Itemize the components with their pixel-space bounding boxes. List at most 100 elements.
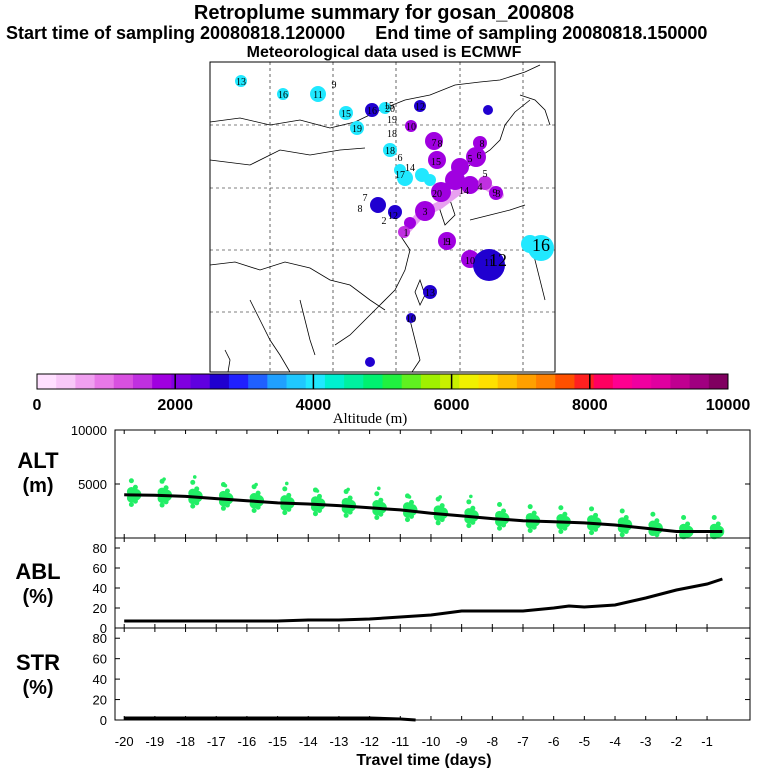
particle-dot	[593, 512, 599, 518]
particle-dot	[192, 475, 197, 479]
particle-dot	[408, 499, 414, 505]
panel-ylabel: STR	[16, 650, 60, 675]
map-day-label: 12	[415, 102, 425, 113]
particle-dot	[466, 523, 472, 529]
colorbar-cell	[632, 374, 652, 389]
particle-dot	[378, 497, 384, 503]
particle-dot	[282, 510, 288, 516]
particle-dot	[650, 511, 656, 517]
colorbar-cell	[459, 374, 479, 389]
map-day-label: 5	[483, 169, 488, 180]
colorbar-cell	[305, 374, 326, 389]
particle-marker	[350, 121, 364, 135]
map-particle-markers	[235, 75, 554, 367]
particle-dot	[439, 503, 445, 509]
map-coastlines	[209, 64, 551, 373]
map-day-label: 15	[341, 109, 351, 120]
altitude-mean-line	[124, 493, 723, 533]
x-tick-label: -13	[330, 734, 349, 749]
panel-abl: 0 20 40 60 80 ABL(%)	[15, 537, 751, 636]
map-day-label: 1	[404, 228, 409, 239]
particle-marker	[397, 170, 413, 186]
x-tick-label: -19	[145, 734, 164, 749]
particle-dot	[715, 521, 721, 527]
x-tick-label: -15	[268, 734, 287, 749]
particle-dot	[501, 508, 507, 514]
particle-marker	[423, 285, 437, 299]
particle-dot	[128, 478, 134, 484]
colorbar-cell	[132, 374, 153, 389]
map-day-label: 10	[406, 122, 416, 133]
map-day-label: 17	[395, 170, 405, 181]
x-tick-label: -4	[609, 734, 621, 749]
panel-yunit: (m)	[22, 475, 53, 497]
y-tick-label: 60	[93, 652, 107, 667]
particle-dot	[470, 505, 476, 511]
colorbar-label: Altitude (m)	[333, 411, 408, 427]
panel-frame	[114, 627, 751, 721]
particle-dot	[685, 521, 691, 527]
particle-marker	[478, 176, 492, 190]
particle-dot	[497, 525, 503, 531]
colorbar-cell	[190, 374, 211, 389]
particle-dot	[163, 485, 169, 491]
particle-dot	[681, 514, 687, 520]
colorbar-tick-label: 2000	[157, 397, 193, 414]
particle-dot	[190, 503, 196, 509]
start-time: Start time of sampling 20080818.120000	[6, 23, 346, 43]
particle-dot	[132, 484, 138, 490]
colorbar-cell	[478, 374, 499, 389]
colorbar-cell	[37, 374, 57, 389]
map-day-label: 14	[405, 163, 415, 174]
particle-dot	[316, 493, 322, 499]
particle-marker	[406, 313, 416, 323]
particle-dot	[223, 483, 228, 488]
colorbar-cell	[228, 374, 249, 389]
map-day-label: 18	[387, 129, 397, 140]
particle-dot	[623, 514, 629, 520]
colorbar-cell	[75, 374, 95, 389]
x-tick-label: -9	[456, 734, 468, 749]
map-day-label: 18	[385, 146, 395, 157]
colorbar-cell	[344, 374, 364, 389]
colorbar-cell	[497, 374, 518, 389]
y-tick-label: 80	[93, 631, 107, 646]
x-tick-label: -14	[299, 734, 318, 749]
map-day-label: 7	[363, 193, 368, 204]
colorbar-cell	[708, 374, 729, 389]
colorbar-cell	[267, 374, 287, 389]
particle-dot	[531, 510, 537, 516]
colorbar-cell	[94, 374, 115, 389]
colorbar-cell	[113, 374, 134, 389]
map-day-label: 9	[493, 188, 498, 199]
particle-dot	[404, 517, 410, 523]
map-day-label: 11	[313, 90, 323, 101]
colorbar-cell	[248, 374, 268, 389]
particle-marker	[415, 201, 435, 221]
colorbar-cell	[286, 374, 307, 389]
particle-dot	[466, 499, 472, 505]
particle-marker	[370, 197, 386, 213]
x-tick-label: -18	[176, 734, 195, 749]
particle-marker	[461, 176, 479, 194]
colorbar-cell	[516, 374, 537, 389]
colorbar-cell	[152, 374, 172, 389]
particle-marker	[339, 106, 353, 120]
colorbar-cell	[536, 374, 556, 389]
particle-marker	[365, 357, 375, 367]
map-day-label: 3	[423, 207, 428, 218]
particle-dot	[190, 479, 196, 485]
colorbar-cell	[56, 374, 76, 389]
map-day-label: 15	[384, 101, 394, 112]
particle-dot	[654, 518, 660, 524]
particle-dot	[312, 511, 318, 517]
time-series-panels: 500010000ALT(m)020406080ABL(%)020406080S…	[15, 423, 751, 768]
end-time: End time of sampling 20080818.150000	[375, 23, 708, 43]
x-tick-label: -3	[640, 734, 652, 749]
colorbar-cell	[593, 374, 614, 389]
particle-dot	[159, 502, 165, 508]
chart-title: Retroplume summary for gosan_200808	[193, 2, 575, 24]
colorbar-cell	[171, 374, 191, 389]
